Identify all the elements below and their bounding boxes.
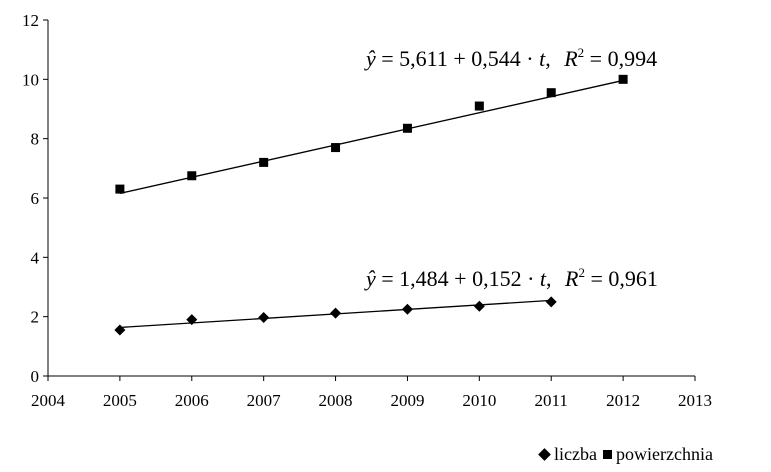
point-powierzchnia [187,171,197,181]
trendline-powierzchnia [119,79,624,195]
point-liczba [401,303,413,315]
y-tick-label: 0 [31,367,40,386]
equations: ŷ = 1,484 + 0,152 · t, R2 = 0,961 ŷ = 5,6… [364,45,658,291]
point-powierzchnia [618,74,628,84]
point-liczba [114,324,126,336]
point-liczba [545,296,557,308]
data-points [114,74,628,336]
diamond-marker-icon [538,447,551,461]
x-tick-label: 2004 [31,391,66,410]
y-tick-label: 12 [22,11,39,30]
point-liczba [473,300,485,312]
point-powierzchnia [331,143,341,153]
square-marker-icon [602,449,612,459]
equation-liczba: ŷ = 1,484 + 0,152 · t, R2 = 0,961 [364,265,658,291]
legend-label-powierzchnia: powierzchnia [615,443,713,464]
legend-item-liczba: liczba [538,444,597,465]
equation-powierzchnia: ŷ = 5,611 + 0,544 · t, R2 = 0,994 [364,45,657,71]
point-liczba [186,314,198,326]
point-powierzchnia [259,157,269,167]
point-liczba [258,312,270,324]
x-tick-label: 2008 [319,391,353,410]
x-tick-label: 2011 [535,391,568,410]
point-powierzchnia [115,184,125,194]
x-tick-label: 2010 [462,391,496,410]
point-liczba [330,307,342,319]
axes: 0 2 4 6 8 10 12 2004 2005 2006 2007 2008 2009 2010 201… [22,11,712,410]
x-tick-label: 2012 [606,391,640,410]
x-tick-label: 2005 [103,391,137,410]
y-tick-label: 10 [22,70,39,89]
x-tick-label: 2013 [678,391,712,410]
x-tick-label: 2007 [247,391,282,410]
legend-item-powierzchnia: powierzchnia [602,443,713,465]
point-powierzchnia [402,123,412,133]
point-powierzchnia [546,88,556,98]
y-tick-label: 6 [31,189,40,208]
x-tick-label: 2006 [175,391,209,410]
legend-label-liczba: liczba [554,443,597,464]
y-tick-label: 2 [31,308,40,327]
legend: liczba powierzchnia [538,442,719,466]
y-tick-label: 4 [31,248,40,267]
y-tick-label: 8 [31,130,40,149]
x-tick-label: 2009 [390,391,424,410]
point-powierzchnia [474,101,484,111]
